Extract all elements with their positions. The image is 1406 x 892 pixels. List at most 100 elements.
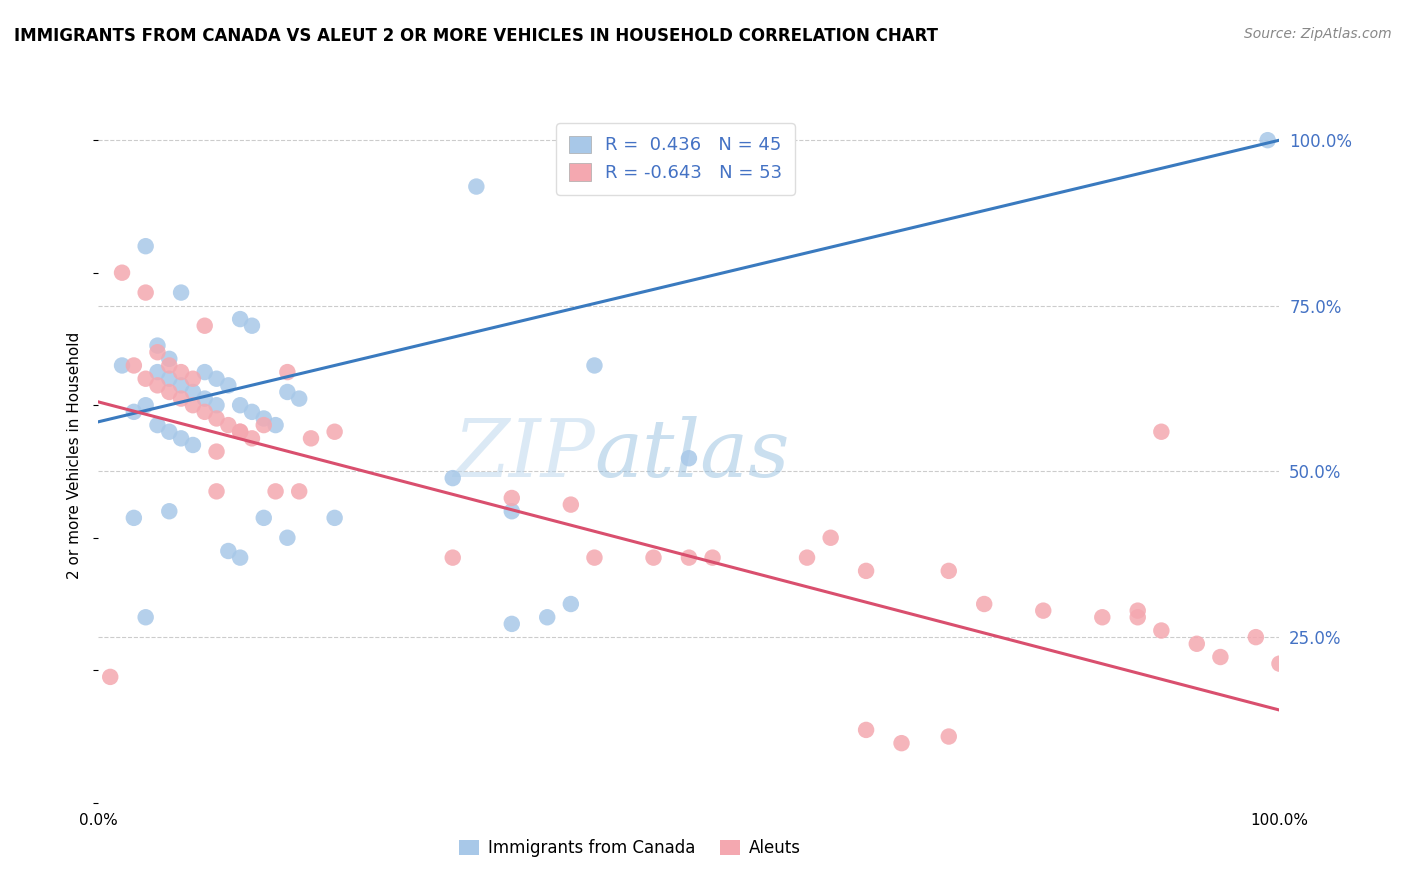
Point xyxy=(146,338,169,352)
Point xyxy=(1209,650,1232,665)
Point xyxy=(938,730,960,744)
Point xyxy=(323,425,346,439)
Point xyxy=(678,451,700,466)
Point xyxy=(217,544,239,558)
Point xyxy=(560,597,582,611)
Point xyxy=(240,318,263,333)
Point xyxy=(181,372,204,386)
Point xyxy=(501,504,523,518)
Point xyxy=(157,384,180,399)
Point xyxy=(135,372,157,386)
Point xyxy=(135,398,157,412)
Point xyxy=(240,431,263,445)
Point xyxy=(890,736,912,750)
Point xyxy=(973,597,995,611)
Point xyxy=(157,351,180,366)
Point xyxy=(560,498,582,512)
Point xyxy=(135,285,157,300)
Point xyxy=(1244,630,1267,644)
Point xyxy=(264,418,287,433)
Point xyxy=(157,359,180,373)
Point xyxy=(1126,604,1149,618)
Point xyxy=(181,384,204,399)
Point xyxy=(229,550,252,565)
Point xyxy=(643,550,665,565)
Point xyxy=(855,564,877,578)
Point xyxy=(240,405,263,419)
Point xyxy=(157,425,180,439)
Point xyxy=(146,345,169,359)
Point xyxy=(157,504,180,518)
Point xyxy=(253,411,276,425)
Point xyxy=(938,564,960,578)
Point xyxy=(229,398,252,412)
Point xyxy=(122,405,145,419)
Point xyxy=(536,610,558,624)
Point xyxy=(1032,604,1054,618)
Point xyxy=(170,378,193,392)
Point xyxy=(253,511,276,525)
Point xyxy=(264,484,287,499)
Text: atlas: atlas xyxy=(595,417,790,493)
Point xyxy=(194,405,217,419)
Point xyxy=(276,384,298,399)
Point xyxy=(288,484,311,499)
Point xyxy=(217,418,239,433)
Point xyxy=(205,484,228,499)
Point xyxy=(1150,425,1173,439)
Point xyxy=(194,365,217,379)
Text: ZIP: ZIP xyxy=(453,417,595,493)
Point xyxy=(205,372,228,386)
Point xyxy=(205,398,228,412)
Point xyxy=(1268,657,1291,671)
Point xyxy=(678,550,700,565)
Point xyxy=(146,418,169,433)
Point xyxy=(465,179,488,194)
Point xyxy=(194,392,217,406)
Legend: Immigrants from Canada, Aleuts: Immigrants from Canada, Aleuts xyxy=(453,833,807,864)
Point xyxy=(181,438,204,452)
Point xyxy=(299,431,322,445)
Point xyxy=(820,531,842,545)
Point xyxy=(135,610,157,624)
Point xyxy=(253,418,276,433)
Point xyxy=(855,723,877,737)
Point xyxy=(111,359,134,373)
Point xyxy=(170,431,193,445)
Point xyxy=(122,359,145,373)
Point xyxy=(170,285,193,300)
Point xyxy=(441,550,464,565)
Point xyxy=(1150,624,1173,638)
Point xyxy=(501,491,523,505)
Point xyxy=(98,670,121,684)
Point xyxy=(229,425,252,439)
Point xyxy=(205,444,228,458)
Point xyxy=(181,398,204,412)
Point xyxy=(170,365,193,379)
Point xyxy=(276,365,298,379)
Point xyxy=(1091,610,1114,624)
Point xyxy=(135,239,157,253)
Point xyxy=(157,372,180,386)
Point xyxy=(205,411,228,425)
Point xyxy=(194,318,217,333)
Point xyxy=(702,550,724,565)
Point xyxy=(1126,610,1149,624)
Point xyxy=(288,392,311,406)
Point xyxy=(276,531,298,545)
Point xyxy=(323,511,346,525)
Point xyxy=(583,359,606,373)
Point xyxy=(146,365,169,379)
Point xyxy=(146,378,169,392)
Point xyxy=(229,312,252,326)
Point xyxy=(122,511,145,525)
Point xyxy=(170,392,193,406)
Text: IMMIGRANTS FROM CANADA VS ALEUT 2 OR MORE VEHICLES IN HOUSEHOLD CORRELATION CHAR: IMMIGRANTS FROM CANADA VS ALEUT 2 OR MOR… xyxy=(14,27,938,45)
Point xyxy=(217,378,239,392)
Y-axis label: 2 or more Vehicles in Household: 2 or more Vehicles in Household xyxy=(67,331,83,579)
Point xyxy=(583,550,606,565)
Point xyxy=(1257,133,1279,147)
Point xyxy=(1185,637,1208,651)
Point xyxy=(441,471,464,485)
Point xyxy=(501,616,523,631)
